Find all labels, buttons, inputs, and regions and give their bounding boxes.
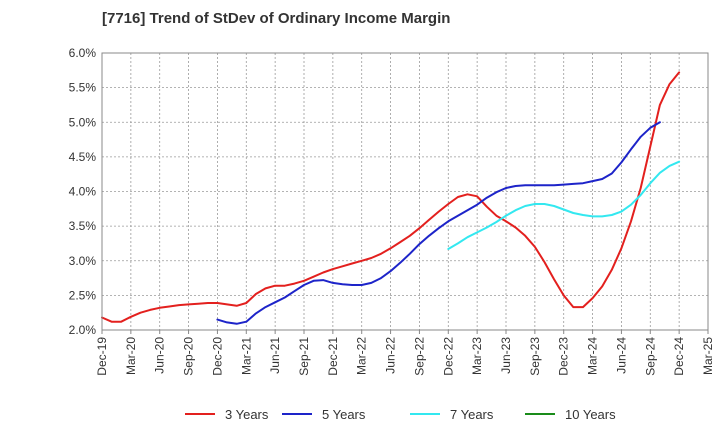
series-line-5-years [216,121,661,325]
y-tick-label: 3.5% [69,219,97,233]
x-tick-label: Dec-19 [95,337,109,376]
x-tick-label: Sep-22 [412,337,426,376]
x-tick-label: Mar-24 [586,337,600,375]
x-tick-label: Sep-20 [182,337,196,376]
x-tick-label: Mar-21 [239,337,253,375]
legend: 3 Years 5 Years 7 Years 10 Years [185,407,616,422]
x-tick-label: Sep-21 [297,337,311,376]
x-tick-label: Sep-23 [528,337,542,376]
plot-area [102,53,708,330]
x-tick-label: Jun-22 [384,337,398,374]
y-tick-label: 3.0% [69,254,97,268]
y-tick-label: 5.0% [69,115,97,129]
series-line-7-years [447,160,681,250]
x-tick-label: Dec-21 [326,337,340,376]
legend-label: 3 Years [225,407,269,422]
x-tick-label: Dec-22 [441,337,455,376]
y-tick-label: 5.5% [69,81,97,95]
legend-label: 5 Years [322,407,366,422]
y-tick-label: 4.5% [69,150,97,164]
x-tick-label: Mar-23 [470,337,484,375]
x-tick-label: Mar-25 [701,337,715,375]
y-tick-label: 4.0% [69,185,97,199]
x-tick-label: Dec-20 [210,337,224,376]
y-tick-label: 6.0% [69,46,97,60]
legend-label: 7 Years [450,407,494,422]
plot-border [101,52,709,331]
y-tick-label: 2.5% [69,288,97,302]
y-tick-label: 2.0% [69,323,97,337]
x-tick-label: Mar-20 [124,337,138,375]
x-axis-ticks: Dec-19 Mar-20 Jun-20 Sep-20 Dec-20 Mar-21 Jun-… [95,330,715,376]
x-tick-label: Jun-24 [614,337,628,374]
x-tick-label: Sep-24 [643,337,657,376]
x-tick-label: Jun-23 [499,337,513,374]
series-lines [101,71,681,325]
x-tick-label: Dec-24 [672,337,686,376]
x-tick-label: Mar-22 [355,337,369,375]
x-tick-label: Jun-21 [268,337,282,374]
series-line-3-years [101,71,681,323]
x-tick-label: Jun-20 [153,337,167,374]
legend-label: 10 Years [565,407,616,422]
y-axis-ticks: 2.0% 2.5% 3.0% 3.5% 4.0% 4.5% 5.0% 5.5% 6.0% [69,46,97,337]
x-tick-label: Dec-23 [557,337,571,376]
chart-title: [7716] Trend of StDev of Ordinary Income… [102,10,451,27]
